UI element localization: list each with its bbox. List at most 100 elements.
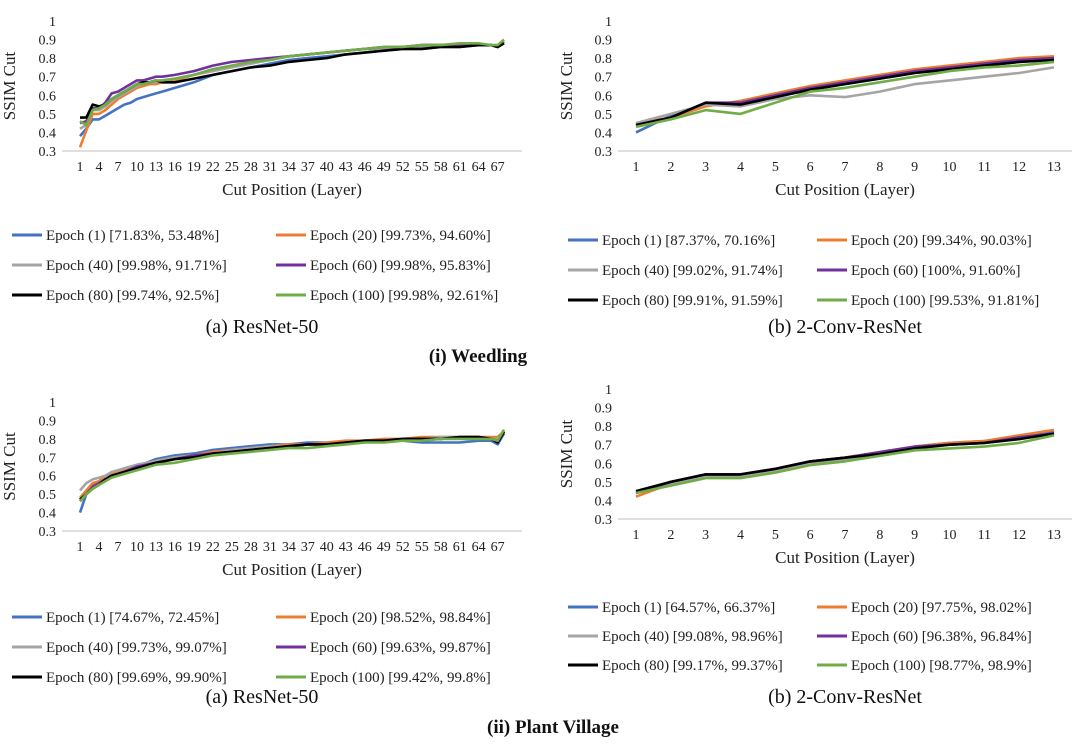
x-tick-label: 13: [1047, 528, 1061, 543]
x-tick-label: 43: [339, 540, 353, 555]
y-axis-title: SSIM Cut: [557, 419, 576, 488]
x-tick-label: 40: [320, 160, 334, 175]
y-tick-label: 0.5: [39, 488, 57, 503]
x-tick-label: 13: [149, 160, 163, 175]
legend-item: Epoch (80) [99.17%, 99.37%]: [568, 658, 783, 674]
x-axis-title: Cut Position (Layer): [775, 180, 915, 199]
chart-caption: (a) ResNet-50: [206, 316, 319, 338]
y-tick-label: 0.7: [595, 71, 613, 86]
y-tick-label: 0.4: [595, 126, 613, 141]
y-tick-label: 0.8: [39, 52, 57, 67]
x-tick-label: 10: [130, 540, 144, 555]
x-tick-label: 28: [244, 160, 258, 175]
legend-label: Epoch (60) [100%, 91.60%]: [851, 263, 1021, 279]
x-tick-label: 4: [95, 540, 102, 555]
series-line-epoch-40: [635, 66, 1055, 125]
x-tick-label: 52: [396, 540, 410, 555]
legend-item: Epoch (100) [98.77%, 98.9%]: [817, 658, 1032, 674]
x-tick-label: 64: [472, 160, 486, 175]
y-tick-label: 0.4: [39, 126, 57, 141]
x-tick-label: 12: [1012, 528, 1026, 543]
x-tick-label: 10: [943, 528, 957, 543]
series-line-epoch-100: [635, 60, 1055, 129]
x-tick-label: 52: [396, 160, 410, 175]
x-axis-title: Cut Position (Layer): [775, 548, 915, 567]
legend-item: Epoch (40) [99.08%, 98.96%]: [568, 629, 783, 645]
x-tick-label: 55: [415, 160, 429, 175]
y-tick-label: 0.9: [595, 34, 613, 49]
x-axis-title: Cut Position (Layer): [222, 560, 362, 579]
legend-label: Epoch (20) [98.52%, 98.84%]: [310, 610, 491, 626]
x-tick-label: 61: [453, 160, 467, 175]
legend-label: Epoch (60) [99.98%, 95.83%]: [310, 258, 491, 274]
x-tick-label: 3: [702, 528, 709, 543]
y-tick-label: 0.9: [39, 34, 57, 49]
y-tick-label: 0.4: [595, 494, 613, 509]
x-tick-label: 40: [320, 540, 334, 555]
x-tick-label: 11: [978, 528, 991, 543]
series-line-epoch-100: [635, 434, 1055, 495]
legend-item: Epoch (100) [99.53%, 91.81%]: [817, 293, 1039, 309]
x-tick-label: 28: [244, 540, 258, 555]
legend-label: Epoch (80) [99.69%, 99.90%]: [46, 670, 227, 686]
legend-label: Epoch (1) [87.37%, 70.16%]: [602, 233, 775, 249]
legend-label: Epoch (100) [98.77%, 98.9%]: [851, 658, 1032, 674]
y-axis-title: SSIM Cut: [0, 432, 19, 501]
x-tick-label: 8: [876, 160, 883, 175]
x-tick-label: 10: [943, 160, 957, 175]
legend-item: Epoch (40) [99.98%, 91.71%]: [12, 258, 227, 274]
legend-item: Epoch (40) [99.73%, 99.07%]: [12, 640, 227, 656]
legend-label: Epoch (80) [99.91%, 91.59%]: [602, 293, 783, 309]
x-tick-label: 6: [807, 160, 814, 175]
legend-item: Epoch (20) [97.75%, 98.02%]: [817, 600, 1032, 616]
y-tick-label: 0.6: [39, 470, 57, 485]
y-tick-label: 1: [49, 15, 56, 30]
x-tick-label: 19: [187, 540, 201, 555]
y-tick-label: 1: [605, 15, 612, 30]
chart-1: 0.30.40.50.60.70.80.911 4 7 10 13 16 19 22 25 28 3…: [0, 15, 522, 338]
y-tick-label: 0.8: [595, 420, 613, 435]
chart-4: 0.30.40.50.60.70.80.911 2 3 4 5 6 7 8 9 10 11 12 13C…: [557, 383, 1072, 708]
x-tick-label: 7: [842, 160, 849, 175]
legend-item: Epoch (1) [87.37%, 70.16%]: [568, 233, 775, 249]
x-tick-label: 1: [77, 540, 84, 555]
x-tick-label: 2: [667, 160, 674, 175]
legend-item: Epoch (20) [99.73%, 94.60%]: [276, 228, 491, 244]
legend-label: Epoch (80) [99.17%, 99.37%]: [602, 658, 783, 674]
section-label-plant-village: (ii) Plant Village: [487, 717, 619, 738]
y-tick-label: 0.3: [595, 513, 613, 528]
x-tick-label: 9: [911, 528, 918, 543]
y-tick-label: 0.5: [595, 476, 613, 491]
chart-caption: (a) ResNet-50: [206, 686, 319, 708]
x-tick-label: 5: [772, 160, 779, 175]
x-tick-label: 25: [225, 540, 239, 555]
x-tick-label: 12: [1012, 160, 1026, 175]
x-tick-label: 43: [339, 160, 353, 175]
y-tick-label: 1: [49, 396, 56, 411]
x-tick-label: 4: [95, 160, 102, 175]
x-tick-label: 67: [491, 160, 505, 175]
x-tick-label: 64: [472, 540, 486, 555]
x-tick-label: 37: [301, 160, 315, 175]
legend-item: Epoch (60) [96.38%, 96.84%]: [817, 629, 1032, 645]
y-tick-label: 0.9: [595, 402, 613, 417]
x-tick-label: 1: [77, 160, 84, 175]
x-tick-label: 34: [282, 160, 296, 175]
legend-label: Epoch (100) [99.53%, 91.81%]: [851, 293, 1039, 309]
legend-item: Epoch (80) [99.91%, 91.59%]: [568, 293, 783, 309]
legend-label: Epoch (80) [99.74%, 92.5%]: [46, 288, 219, 304]
y-tick-label: 0.5: [595, 108, 613, 123]
legend-label: Epoch (1) [74.67%, 72.45%]: [46, 610, 219, 626]
chart-caption: (b) 2-Conv-ResNet: [768, 686, 922, 708]
series-line-epoch-80: [635, 432, 1055, 493]
x-axis-title: Cut Position (Layer): [222, 180, 362, 199]
legend-item: Epoch (20) [98.52%, 98.84%]: [276, 610, 491, 626]
series-line-epoch-40: [79, 432, 505, 492]
series-line-epoch-20: [635, 428, 1055, 498]
x-tick-label: 37: [301, 540, 315, 555]
x-tick-label: 31: [263, 160, 277, 175]
y-tick-label: 0.7: [39, 451, 57, 466]
legend-item: Epoch (40) [99.02%, 91.74%]: [568, 263, 783, 279]
x-tick-label: 10: [130, 160, 144, 175]
